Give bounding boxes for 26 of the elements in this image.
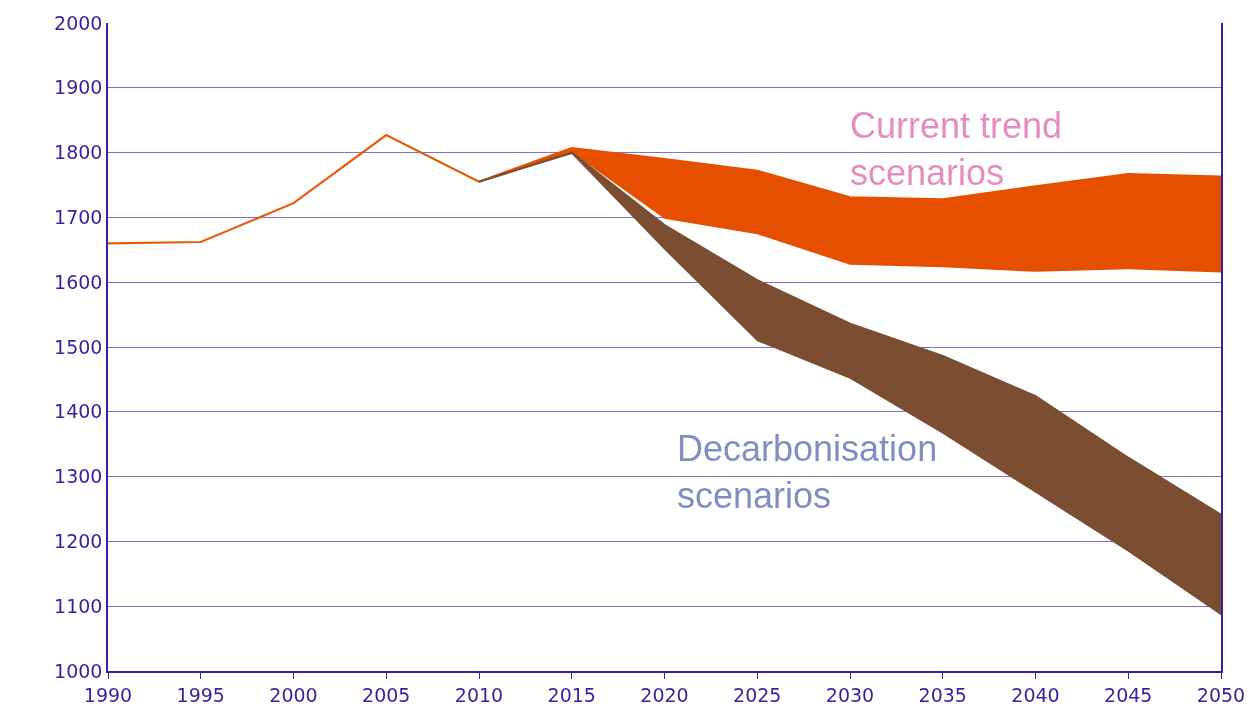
y-tick-label: 2000 bbox=[54, 11, 103, 34]
y-tick-label: 1700 bbox=[54, 206, 103, 229]
x-tick-label: 2035 bbox=[918, 683, 967, 706]
x-tick-label: 2040 bbox=[1011, 683, 1060, 706]
y-tick-label: 1800 bbox=[54, 141, 103, 164]
series-label: Current trend scenarios bbox=[850, 105, 1063, 193]
y-tick-label: 1600 bbox=[54, 270, 103, 293]
y-tick-label: 1300 bbox=[54, 465, 103, 488]
x-tick-label: 2015 bbox=[547, 683, 596, 706]
x-tick-label: 2030 bbox=[825, 683, 875, 706]
y-tick-label: 1000 bbox=[54, 659, 103, 682]
x-tick-label: 2050 bbox=[1196, 683, 1246, 706]
x-tick-label: 2010 bbox=[454, 683, 504, 706]
y-tick-label: 1500 bbox=[54, 335, 103, 358]
y-tick-label: 1100 bbox=[54, 594, 103, 617]
x-tick-label: 2005 bbox=[362, 683, 411, 706]
y-tick-label: 1200 bbox=[54, 530, 103, 553]
x-tick-label: 2045 bbox=[1104, 683, 1153, 706]
y-tick-label: 1400 bbox=[54, 400, 103, 423]
y-tick-label: 1900 bbox=[54, 76, 103, 99]
x-tick-label: 1995 bbox=[176, 683, 225, 706]
x-tick-label: 2000 bbox=[269, 683, 318, 706]
series-label: Decarbonisation scenarios bbox=[677, 428, 938, 516]
x-tick-label: 2020 bbox=[640, 683, 689, 706]
x-tick-label: 1990 bbox=[83, 683, 133, 706]
x-tick-label: 2025 bbox=[733, 683, 782, 706]
